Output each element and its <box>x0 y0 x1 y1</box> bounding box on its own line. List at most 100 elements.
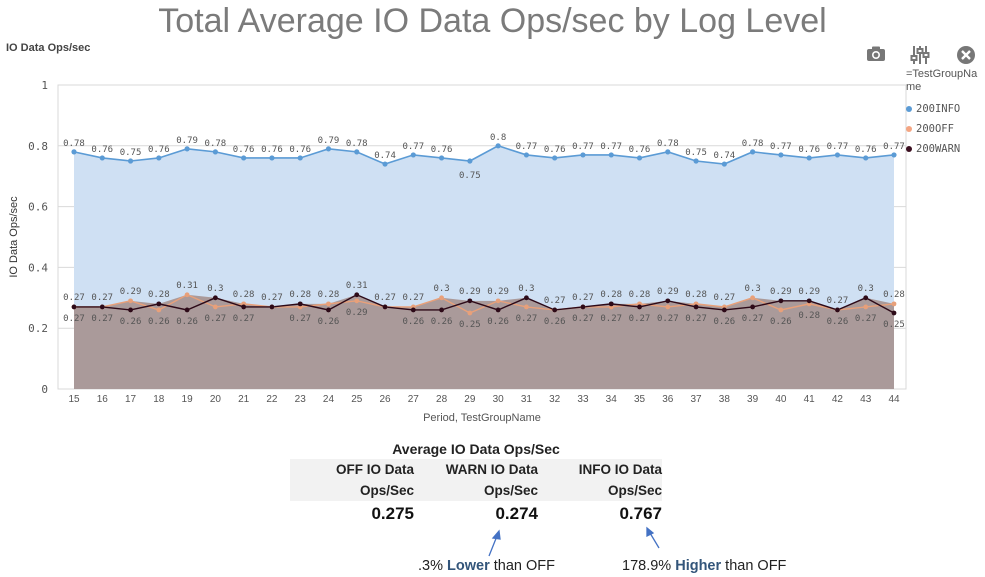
data-label-upper: 0.3 <box>207 284 223 294</box>
data-label-lower: 0.26 <box>176 317 198 327</box>
data-label-200info: 0.76 <box>544 145 566 155</box>
camera-icon[interactable] <box>865 44 891 68</box>
summary-header-info: INFO IO Data Ops/Sec <box>538 459 662 501</box>
data-label-lower: 0.26 <box>770 317 792 327</box>
legend-item-200off[interactable]: 200OFF <box>906 122 954 136</box>
point-200off <box>665 304 671 310</box>
data-label-lower: 0.26 <box>827 317 849 327</box>
legend-item-200info[interactable]: 200INFO <box>906 102 961 116</box>
legend-item-200warn[interactable]: 200WARN <box>906 142 960 156</box>
point-200info <box>184 146 190 152</box>
data-label-upper: 0.27 <box>714 293 736 303</box>
legend-label: 200INFO <box>916 103 961 115</box>
data-label-200info: 0.79 <box>318 136 340 146</box>
point-200warn <box>269 304 275 310</box>
summary-header-line: OFF IO Data <box>335 462 414 477</box>
data-label-lower: 0.26 <box>120 317 142 327</box>
data-label-upper: 0.28 <box>289 290 311 300</box>
data-label-upper: 0.27 <box>572 293 594 303</box>
x-tick-label: 32 <box>549 394 561 405</box>
y-tick-label: 0.6 <box>28 201 48 214</box>
x-tick-label: 22 <box>266 394 278 405</box>
y-axis-label: IO Data Ops/sec <box>8 196 20 278</box>
x-tick-label: 43 <box>860 394 872 405</box>
settings-sliders-icon[interactable] <box>909 44 935 68</box>
data-label-lower: 0.28 <box>798 311 820 321</box>
x-tick-label: 25 <box>351 394 363 405</box>
legend-marker <box>906 126 912 132</box>
legend-marker <box>906 106 912 112</box>
summary-header-line: Ops/Sec <box>483 483 538 498</box>
data-label-lower: 0.26 <box>487 317 509 327</box>
point-200off <box>750 295 756 301</box>
note-prefix: 178.9% <box>622 558 676 574</box>
data-label-lower: 0.27 <box>629 314 651 324</box>
chart-toolbar <box>865 44 977 68</box>
chart-title: Total Average IO Data Ops/sec by Log Lev… <box>158 2 827 40</box>
point-200info <box>297 155 303 161</box>
data-label-200info: 0.76 <box>431 145 453 155</box>
x-tick-label: 37 <box>691 394 703 405</box>
point-200off <box>354 298 360 304</box>
point-200warn <box>212 295 218 301</box>
info-comparison-note: 178.9% Higher than OFF <box>622 558 786 574</box>
summary-header-off: OFF IO Data Ops/Sec <box>290 459 414 501</box>
point-200info <box>721 161 727 167</box>
note-suffix: than OFF <box>489 558 555 574</box>
x-tick-label: 38 <box>719 394 731 405</box>
point-200info <box>580 152 586 158</box>
point-200info <box>495 143 501 149</box>
x-tick-label: 27 <box>408 394 420 405</box>
data-label-200info: 0.75 <box>120 148 142 158</box>
x-tick-label: 19 <box>182 394 194 405</box>
point-200info <box>269 155 275 161</box>
point-200warn <box>524 295 529 301</box>
y-tick-label: 1 <box>41 79 48 92</box>
point-200warn <box>439 307 444 313</box>
data-label-lower: 0.27 <box>742 314 764 324</box>
point-200warn <box>297 301 303 307</box>
point-200info <box>325 146 332 152</box>
data-label-upper: 0.3 <box>744 284 760 294</box>
data-label-lower: 0.27 <box>600 314 622 324</box>
legend-marker <box>906 146 912 152</box>
data-label-upper: 0.29 <box>798 287 820 297</box>
data-label-upper: 0.28 <box>233 290 255 300</box>
summary-header-line: Ops/Sec <box>607 483 662 498</box>
data-label-200info: 0.77 <box>883 142 905 152</box>
data-label-lower: 0.25 <box>459 320 481 330</box>
arrow-to-info-value <box>649 532 660 549</box>
data-label-upper: 0.28 <box>318 290 340 300</box>
x-axis-label: Period, TestGroupName <box>423 412 541 424</box>
data-label-lower: 0.27 <box>572 314 594 324</box>
point-200info <box>750 149 756 155</box>
point-200warn <box>891 310 897 316</box>
x-tick-label: 29 <box>464 394 476 405</box>
summary-header-line: Ops/Sec <box>359 483 414 498</box>
data-label-upper: 0.29 <box>770 287 792 297</box>
close-icon[interactable] <box>955 44 981 68</box>
data-label-lower: 0.26 <box>402 317 424 327</box>
data-label-200info: 0.74 <box>714 151 736 161</box>
point-200info <box>608 152 614 158</box>
data-label-200info: 0.76 <box>629 145 651 155</box>
point-200info <box>438 155 445 161</box>
point-200info <box>382 161 388 167</box>
data-label-lower: 0.26 <box>148 317 170 327</box>
data-label-lower: 0.26 <box>431 317 453 327</box>
data-label-200info: 0.8 <box>490 133 506 143</box>
chart-plot: 0 0.2 0.4 0.6 0.8 1 15 16 17 18 19 20 21 22 23 24 25 26 27… <box>8 79 907 424</box>
point-200warn <box>156 301 162 307</box>
data-label-upper: 0.29 <box>487 287 509 297</box>
data-label-upper: 0.27 <box>261 293 283 303</box>
data-label-upper: 0.27 <box>91 293 113 303</box>
summary-value-warn: 0.274 <box>495 504 538 523</box>
point-200off <box>212 304 218 310</box>
summary-table: OFF IO Data Ops/Sec WARN IO Data Ops/Sec… <box>290 459 662 501</box>
point-200info <box>665 149 671 155</box>
data-label-200info: 0.76 <box>233 145 255 155</box>
data-label-lower: 0.25 <box>883 320 905 330</box>
data-label-200info: 0.78 <box>742 139 764 149</box>
note-suffix: than OFF <box>721 558 787 574</box>
point-200warn <box>495 307 501 313</box>
